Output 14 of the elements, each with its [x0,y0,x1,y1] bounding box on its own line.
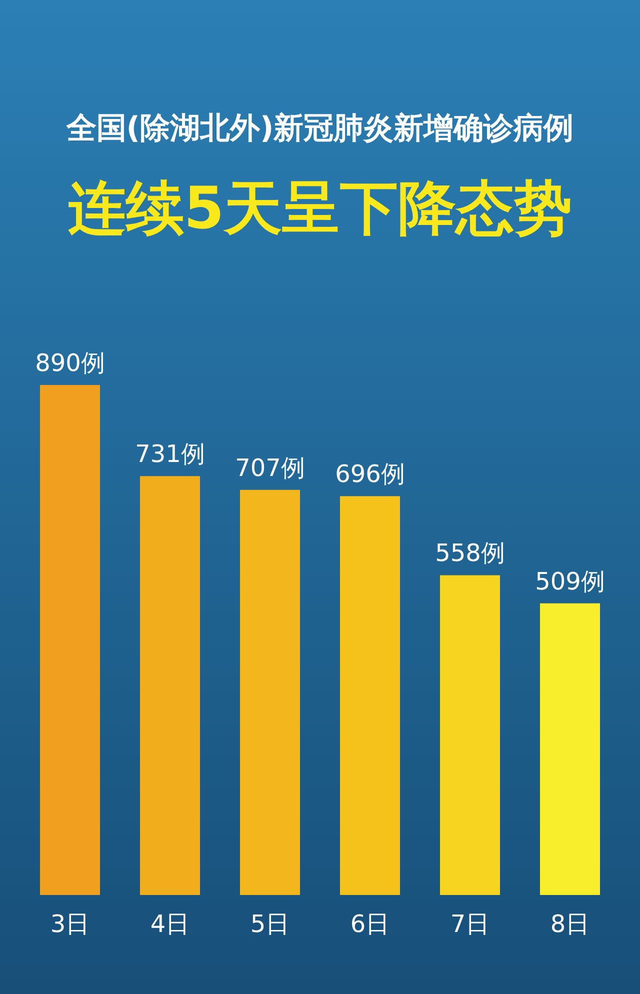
x-tick-label: 4日 [150,910,190,938]
x-tick-label: 5日 [250,910,290,938]
chart-title: 全国(除湖北外)新冠肺炎新增确诊病例 [65,111,574,146]
data-label: 707例 [235,454,305,482]
data-label: 509例 [535,567,605,596]
x-tick-label: 3日 [50,910,90,938]
x-tick-label: 6日 [350,910,390,938]
data-label: 731例 [135,440,205,468]
chart-subtitle: 连续5天呈下降态势 [68,174,572,242]
data-label: 558例 [435,539,505,568]
x-tick-label: 8日 [550,910,590,938]
data-label: 890例 [35,349,105,377]
x-tick-label: 7日 [450,910,490,938]
data-label: 696例 [335,460,405,488]
